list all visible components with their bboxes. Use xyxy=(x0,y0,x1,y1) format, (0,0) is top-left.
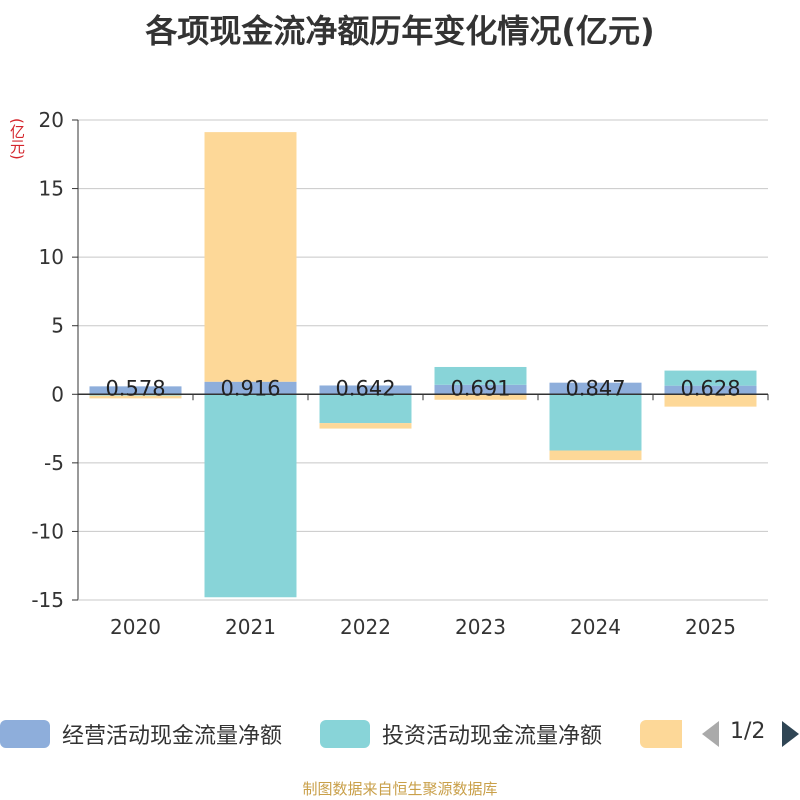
bar-series0-2025 xyxy=(664,385,757,395)
bar-series2-2021 xyxy=(204,132,297,382)
y-tick-label: 15 xyxy=(39,177,64,201)
axis-layer: 20 15 10 5 0 -5 -10 -15 xyxy=(31,108,769,612)
data-label: 0.691 xyxy=(450,376,510,400)
bar-series2-2024 xyxy=(549,450,642,461)
labels-layer: 2020 2021 2022 2023 2024 2025 0.578 0.916 0.642 0… xyxy=(105,376,740,639)
bar-series0-2022 xyxy=(319,385,412,395)
bar-series2-2023 xyxy=(434,394,527,400)
x-tick-label: 2025 xyxy=(685,615,736,639)
y-tick-label: 20 xyxy=(39,108,64,132)
data-label: 0.847 xyxy=(565,376,625,400)
x-tick-label: 2024 xyxy=(570,615,621,639)
bars-layer xyxy=(89,132,757,598)
bar-series1-2025 xyxy=(664,370,757,386)
y-tick-label: 0 xyxy=(51,382,64,406)
bar-series2-2025 xyxy=(664,394,757,407)
x-tick-label: 2023 xyxy=(455,615,506,639)
legend-swatch-investing xyxy=(320,720,370,748)
data-source-note: 制图数据来自恒生聚源数据库 xyxy=(302,780,498,798)
y-tick-label: -15 xyxy=(31,588,64,612)
data-label: 0.628 xyxy=(680,376,740,400)
legend: 经营活动现金流量净额 投资活动现金流量净额 xyxy=(0,714,800,754)
pager-page-indicator: 1/2 xyxy=(730,719,766,744)
y-tick-label: -5 xyxy=(44,451,64,475)
bar-series2-2020 xyxy=(89,395,182,399)
data-label: 0.916 xyxy=(220,376,280,400)
y-tick-label: 10 xyxy=(39,245,64,269)
y-tick-label: 5 xyxy=(51,314,64,338)
y-tick-label: -10 xyxy=(31,519,64,543)
x-tick-label: 2020 xyxy=(110,615,161,639)
bar-series0-2020 xyxy=(89,386,182,395)
bar-series2-2022 xyxy=(319,423,412,429)
legend-item-operating[interactable]: 经营活动现金流量净额 xyxy=(0,714,282,754)
bar-series0-2024 xyxy=(549,382,642,395)
data-label: 0.642 xyxy=(335,376,395,400)
pager-next-icon[interactable] xyxy=(782,721,799,747)
bar-series1-2024 xyxy=(549,394,642,451)
bar-series1-2021 xyxy=(204,394,297,598)
grid-layer xyxy=(78,119,768,601)
pager-prev-icon[interactable] xyxy=(702,721,719,747)
legend-item-financing[interactable] xyxy=(640,714,682,754)
chart-title: 各项现金流净额历年变化情况(亿元) xyxy=(145,12,655,50)
legend-label-operating: 经营活动现金流量净额 xyxy=(62,724,283,749)
bar-series1-2023 xyxy=(434,366,527,385)
legend-pager: 1/2 xyxy=(700,714,800,754)
bar-series0-2023 xyxy=(434,384,527,395)
legend-swatch-operating xyxy=(0,720,50,748)
bar-series0-2021 xyxy=(204,381,297,395)
bar-series1-2022 xyxy=(319,394,412,424)
x-tick-label: 2022 xyxy=(340,615,391,639)
data-label: 0.578 xyxy=(105,376,165,400)
y-axis-unit-label: (亿元) xyxy=(8,118,26,160)
legend-swatch-financing xyxy=(640,720,682,748)
x-tick-label: 2021 xyxy=(225,615,276,639)
legend-label-investing: 投资活动现金流量净额 xyxy=(382,724,603,749)
legend-item-investing[interactable]: 投资活动现金流量净额 xyxy=(320,714,602,754)
